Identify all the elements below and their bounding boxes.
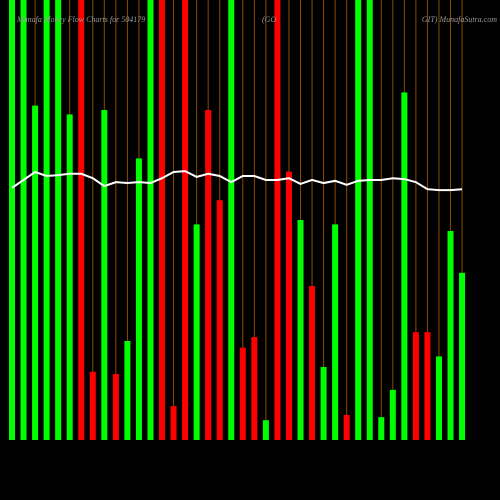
bar bbox=[239, 347, 246, 440]
bar bbox=[332, 224, 339, 440]
bar bbox=[459, 272, 466, 440]
bar bbox=[262, 420, 269, 440]
bar bbox=[424, 332, 431, 440]
bar bbox=[378, 417, 385, 440]
chart-title-right: GIT) MunafaSutra.com bbox=[422, 15, 497, 24]
bar bbox=[216, 200, 223, 440]
bar bbox=[182, 0, 189, 440]
bar bbox=[274, 0, 281, 440]
bar bbox=[309, 286, 316, 440]
bar bbox=[355, 0, 362, 440]
money-flow-line bbox=[11, 170, 463, 192]
bar bbox=[228, 0, 235, 440]
bar bbox=[401, 92, 408, 441]
bar bbox=[193, 224, 200, 440]
bar bbox=[285, 171, 292, 440]
bar bbox=[147, 0, 154, 440]
bar bbox=[297, 220, 304, 440]
bar bbox=[159, 0, 166, 440]
bar bbox=[170, 406, 177, 440]
bar bbox=[412, 332, 419, 440]
bar bbox=[32, 105, 39, 440]
bar bbox=[251, 337, 258, 440]
bar bbox=[389, 389, 396, 440]
bar bbox=[124, 341, 131, 440]
bar bbox=[435, 356, 442, 440]
bar bbox=[205, 110, 212, 440]
bar bbox=[320, 366, 327, 440]
bar bbox=[343, 414, 350, 440]
chart-title-mid: (GO bbox=[262, 15, 276, 24]
bar bbox=[78, 0, 85, 440]
bar bbox=[20, 0, 27, 440]
bar bbox=[9, 0, 15, 440]
bar bbox=[366, 0, 373, 440]
bar bbox=[43, 0, 50, 440]
bar bbox=[55, 0, 62, 440]
bar bbox=[112, 374, 119, 440]
bar bbox=[447, 231, 454, 440]
bar bbox=[66, 114, 73, 441]
bar bbox=[101, 110, 108, 440]
bar bbox=[135, 158, 142, 440]
bar bbox=[89, 371, 96, 440]
chart-title: Munafa Money Flow Charts for 504179 bbox=[16, 15, 145, 24]
